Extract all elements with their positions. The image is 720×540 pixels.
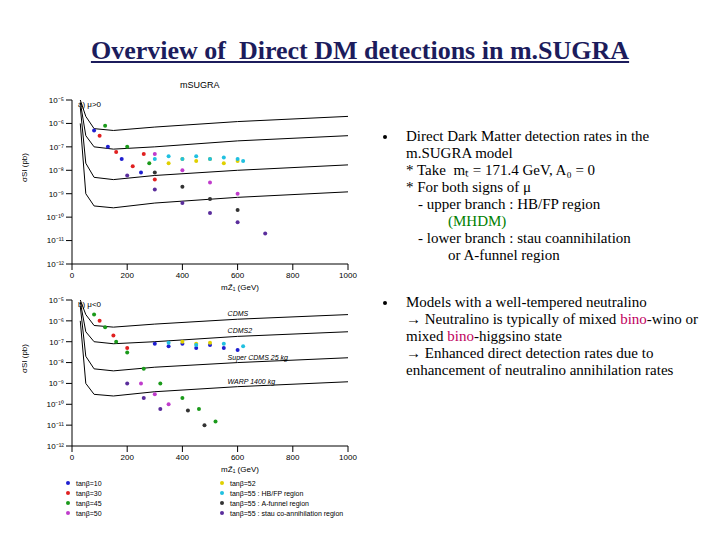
svg-text:mZ̃₁ (GeV): mZ̃₁ (GeV) bbox=[221, 465, 259, 474]
html-text:→ Enhanced direct detection ra: → Enhanced direct detection rates due to… bbox=[406, 345, 674, 378]
svg-text:10⁻¹¹: 10⁻¹¹ bbox=[47, 421, 65, 430]
html-text:tanβ=45: tanβ=45 bbox=[76, 499, 102, 507]
svg-text:200: 200 bbox=[121, 271, 135, 280]
svg-text:10⁻⁵: 10⁻⁵ bbox=[49, 96, 64, 105]
svg-text:0: 0 bbox=[70, 271, 75, 280]
svg-text:10⁻¹¹: 10⁻¹¹ bbox=[47, 236, 65, 245]
svg-text:10⁻¹²: 10⁻¹² bbox=[47, 442, 65, 451]
svg-text:10⁻⁵: 10⁻⁵ bbox=[49, 296, 64, 305]
html-text:tanβ=52: tanβ=52 bbox=[230, 479, 256, 487]
svg-text:1000: 1000 bbox=[339, 453, 357, 462]
html-text:- upper branch : HB/FP region: - upper branch : HB/FP region bbox=[418, 196, 601, 212]
svg-text:WARP 1400 kg: WARP 1400 kg bbox=[228, 378, 276, 386]
svg-text:10⁻⁹: 10⁻⁹ bbox=[49, 379, 64, 388]
html-text:or A-funnel region: or A-funnel region bbox=[448, 247, 560, 263]
svg-text:600: 600 bbox=[231, 453, 245, 462]
svg-text:10⁻⁸: 10⁻⁸ bbox=[49, 358, 64, 367]
svg-text:Super CDMS 25 kg: Super CDMS 25 kg bbox=[228, 354, 288, 362]
svg-text:800: 800 bbox=[286, 271, 300, 280]
svg-text:10⁻⁶: 10⁻⁶ bbox=[49, 119, 64, 128]
html-text:tanβ=50: tanβ=50 bbox=[76, 509, 102, 517]
svg-text:10⁻⁶: 10⁻⁶ bbox=[49, 317, 64, 326]
svg-text:400: 400 bbox=[176, 271, 190, 280]
html-text:tanβ=10: tanβ=10 bbox=[76, 479, 102, 487]
svg-text:CDMS: CDMS bbox=[228, 310, 249, 317]
html-text:tanβ=55 : stau co-annihilation: tanβ=55 : stau co-annihilation region bbox=[230, 509, 344, 517]
html-text:tanβ=55 : HB/FP region: tanβ=55 : HB/FP region bbox=[230, 489, 304, 497]
html-text:a) μ>0: a) μ>0 bbox=[78, 100, 102, 109]
svg-text:10⁻¹⁰: 10⁻¹⁰ bbox=[46, 213, 64, 222]
html-text:tanβ=55 : A-funnel region: tanβ=55 : A-funnel region bbox=[230, 499, 309, 507]
svg-text:10⁻⁷: 10⁻⁷ bbox=[49, 143, 64, 152]
html-text:→ Neutralino is typically of m: → Neutralino is typically of mixed bino … bbox=[406, 311, 702, 344]
svg-text:10⁻⁹: 10⁻⁹ bbox=[49, 190, 64, 199]
html-text:(MHDM): (MHDM) bbox=[448, 213, 507, 229]
html-text:Direct Dark Matter detection r: Direct Dark Matter detection rates in th… bbox=[406, 128, 653, 161]
svg-text:10⁻¹⁰: 10⁻¹⁰ bbox=[46, 400, 64, 409]
html-text:* For both signs of μ: * For both signs of μ bbox=[406, 179, 532, 195]
html-text:mSUGRA: mSUGRA bbox=[180, 80, 220, 90]
svg-text:σSI (pb): σSI (pb) bbox=[22, 153, 29, 182]
svg-text:800: 800 bbox=[286, 453, 300, 462]
svg-text:1000: 1000 bbox=[339, 271, 357, 280]
html-text:Overview of Direct DM detectio: Overview of Direct DM detections in m.SU… bbox=[90, 36, 630, 65]
svg-text:0: 0 bbox=[70, 453, 75, 462]
svg-text:10⁻⁸: 10⁻⁸ bbox=[49, 166, 64, 175]
html-text:tanβ=30: tanβ=30 bbox=[76, 489, 102, 497]
svg-text:600: 600 bbox=[231, 271, 245, 280]
svg-text:mZ̃₁ (GeV): mZ̃₁ (GeV) bbox=[221, 283, 259, 292]
html-text:* Take mₜ = 171.4 GeV, A₀ = 0: * Take mₜ = 171.4 GeV, A₀ = 0 bbox=[406, 162, 596, 178]
svg-text:10⁻⁷: 10⁻⁷ bbox=[49, 338, 64, 347]
svg-text:10⁻¹²: 10⁻¹² bbox=[47, 260, 65, 269]
html-text:- lower branch : stau coannihi: - lower branch : stau coannihilation bbox=[418, 230, 631, 246]
svg-text:CDMS2: CDMS2 bbox=[228, 327, 253, 334]
html-text:Models with a well-tempered ne: Models with a well-tempered neutralino bbox=[406, 294, 647, 310]
svg-text:400: 400 bbox=[176, 453, 190, 462]
svg-text:200: 200 bbox=[121, 453, 135, 462]
html-text:b) μ<0: b) μ<0 bbox=[78, 300, 102, 309]
svg-text:σSI (pb): σSI (pb) bbox=[22, 344, 29, 373]
